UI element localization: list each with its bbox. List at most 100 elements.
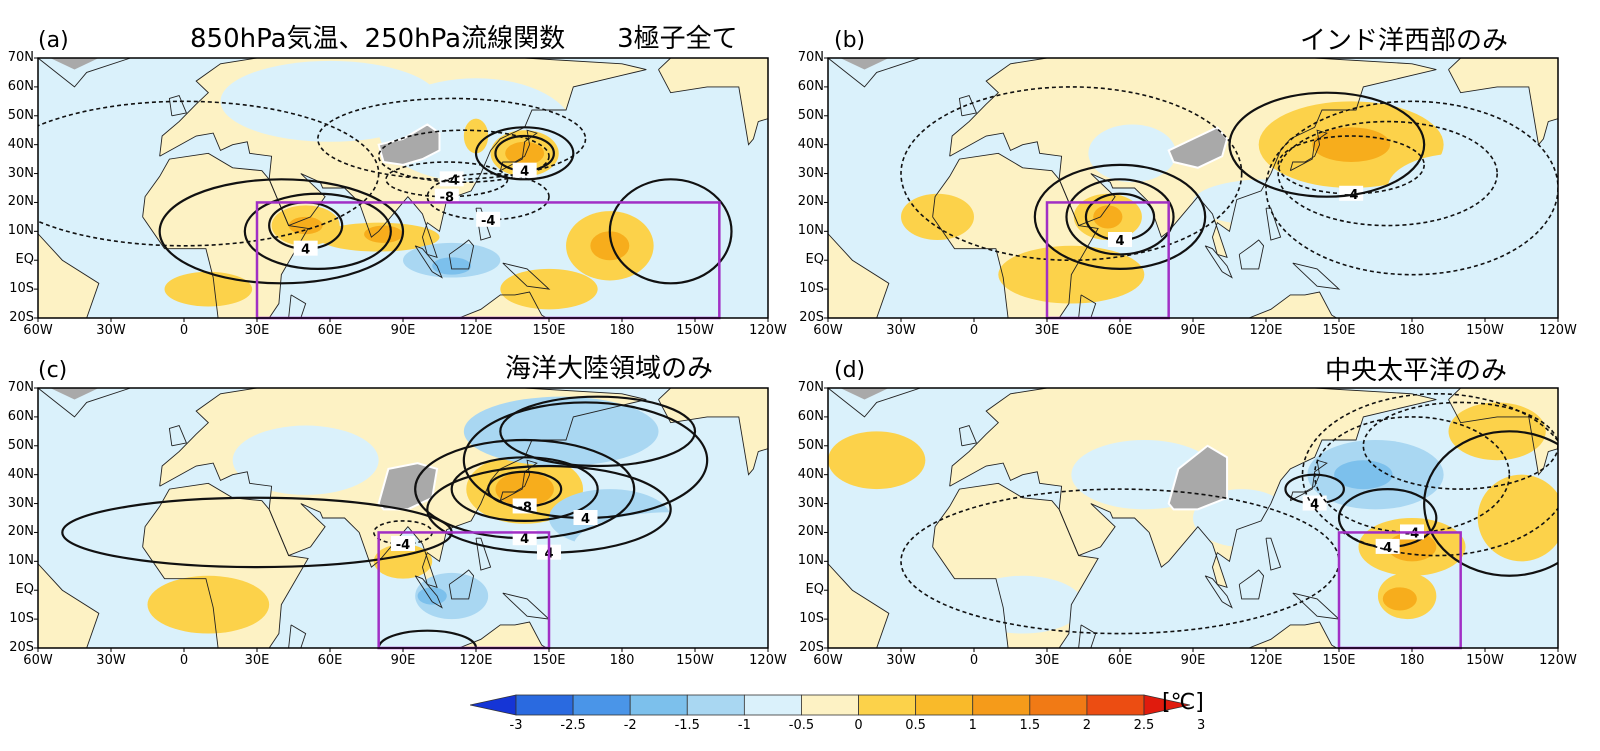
contour-label-bg [1339,185,1364,201]
lat-tick-label: 70N [7,50,34,65]
colorbar-segment [915,694,974,716]
colorbar-tick-label: -2 [623,718,637,733]
coastline-eurasia [159,388,647,589]
colorbar-tick-label: -0.5 [788,718,815,733]
anomaly-shading [573,138,768,209]
colorbar-tick-label: 3 [1196,718,1206,733]
land-tint-namerica [658,388,768,475]
lon-tick-label: 30W [886,653,916,668]
colorbar-tick-label: 2.5 [1133,718,1155,733]
panel-d-letter: (d) [834,358,866,383]
lat-tick-label: 40N [797,466,824,482]
coastline-africa [932,482,1099,648]
lon-tick-label: 180 [1399,323,1425,338]
lon-tick-label: 90E [1180,323,1206,338]
lon-tick-label: 30W [886,323,916,338]
lon-tick-label: 150E [1322,323,1356,338]
lat-tick-label: EQ [805,582,824,598]
negative-contour [900,86,1243,262]
anomaly-shading [147,575,270,634]
colorbar-unit: [℃] [1162,690,1204,715]
lat-tick-label: 20S [9,640,34,655]
panel-a-letter: (a) [38,28,69,53]
land-tint-australia [1248,622,1337,648]
negative-contour [377,129,550,184]
lat-tick-label: 60N [797,78,824,94]
lon-tick-label: 0 [179,653,189,668]
lat-tick-label: 20N [797,194,824,210]
lat-tick-label: 60N [7,408,34,424]
colorbar-scale [469,694,1191,716]
land-tint-samerica [828,233,889,318]
positive-contour [474,126,575,181]
contour-label: -4 [396,538,410,553]
contour-label-bg [293,240,318,256]
anomaly-shading [1382,587,1417,611]
lat-tick-label: EQ [15,582,34,598]
positive-contour [499,395,697,468]
lon-tick-label: 150E [1322,653,1356,668]
anomaly-shading [364,225,403,243]
lon-tick-label: 180 [1399,653,1425,668]
coastline-philippines [475,207,492,241]
colorbar-segment [801,694,859,716]
anomaly-shading [1193,179,1339,226]
greenland-mask [840,58,889,70]
contour-label-bg [391,536,415,551]
contour-label: 4 [520,165,529,180]
coastline-samerica [38,563,100,648]
lat-tick-label: 10N [7,223,34,239]
anomaly-shading [463,118,489,154]
anomaly-shading [1312,127,1391,162]
positive-contour [1033,163,1207,270]
anomaly-shading [432,257,472,275]
lat-tick-label: EQ [15,252,34,268]
lon-tick-label: 60W [813,653,843,668]
lat-tick-label: 40N [797,136,824,152]
land-tint-samerica [38,563,99,648]
plateau-mask [377,462,439,511]
map-panel-b: 4 -4 70N 60N 50N 40N 30N 20N 10N EQ 10S 20S 60W 30W 0 3… [790,0,1590,340]
negative-contour [1265,100,1558,276]
positive-contour [1423,430,1558,577]
map-layer: 4 4 -4 [828,388,1558,648]
anomaly-shading [573,512,768,582]
contour-label: 4 [1115,234,1124,249]
colorbar-tick-label: -2.5 [560,718,586,733]
contour-label: 4 [581,512,590,527]
coastline-britain [958,425,978,447]
lon-tick-label: 120W [1539,653,1577,668]
lon-tick-label: 60E [1107,323,1133,338]
positive-contour [1228,91,1426,198]
lon-tick-label: 30E [244,323,270,338]
anomaly-shading [495,471,554,507]
lon-tick-label: 60E [1107,653,1133,668]
coastline-namerica [658,58,768,146]
coastline-madagascar [1078,294,1097,318]
anomaly-shading [901,193,974,240]
lat-tick-label: 30N [7,165,34,181]
colorbar-tick-label: 2 [1082,718,1092,733]
coastline-japan [499,129,538,172]
coastline-philippines [475,537,492,571]
panel-b-letter: (b) [834,28,866,53]
colorbar-arrow-left [469,694,517,716]
lon-tick-label: 150W [676,653,714,668]
contour-label-bg [573,510,598,525]
lat-tick-label: EQ [805,252,824,268]
lat-tick-label: 30N [797,495,824,511]
colorbar-segment [686,694,745,716]
land-tint-australia [1248,292,1337,318]
colorbar-tick-label: 1 [968,718,977,733]
coastline-greenland [828,388,921,418]
coastline-britain [168,425,188,447]
lon-tick-label: 180 [609,323,635,338]
lat-tick-label: 10S [9,611,34,627]
map-panel-d: 4 4 -4 70N 60N 50N 40N 30N 20N 10N EQ 10S 20S 60W 30W 0… [790,330,1590,670]
lon-tick-label: 120W [749,323,787,338]
contour-label: 4 [1310,498,1319,513]
lat-tick-label: 20S [799,310,824,325]
coastline-greenland [828,58,921,88]
